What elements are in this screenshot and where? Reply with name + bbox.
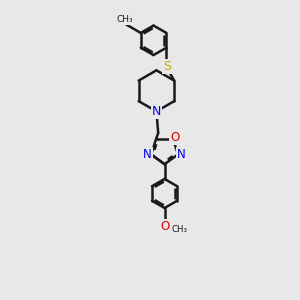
Text: N: N <box>152 105 161 118</box>
Text: S: S <box>164 60 171 73</box>
Text: N: N <box>143 148 152 161</box>
Text: CH₃: CH₃ <box>172 225 188 234</box>
Text: O: O <box>160 220 170 232</box>
Text: O: O <box>170 131 180 144</box>
Text: CH₃: CH₃ <box>116 15 133 24</box>
Text: N: N <box>177 148 186 161</box>
